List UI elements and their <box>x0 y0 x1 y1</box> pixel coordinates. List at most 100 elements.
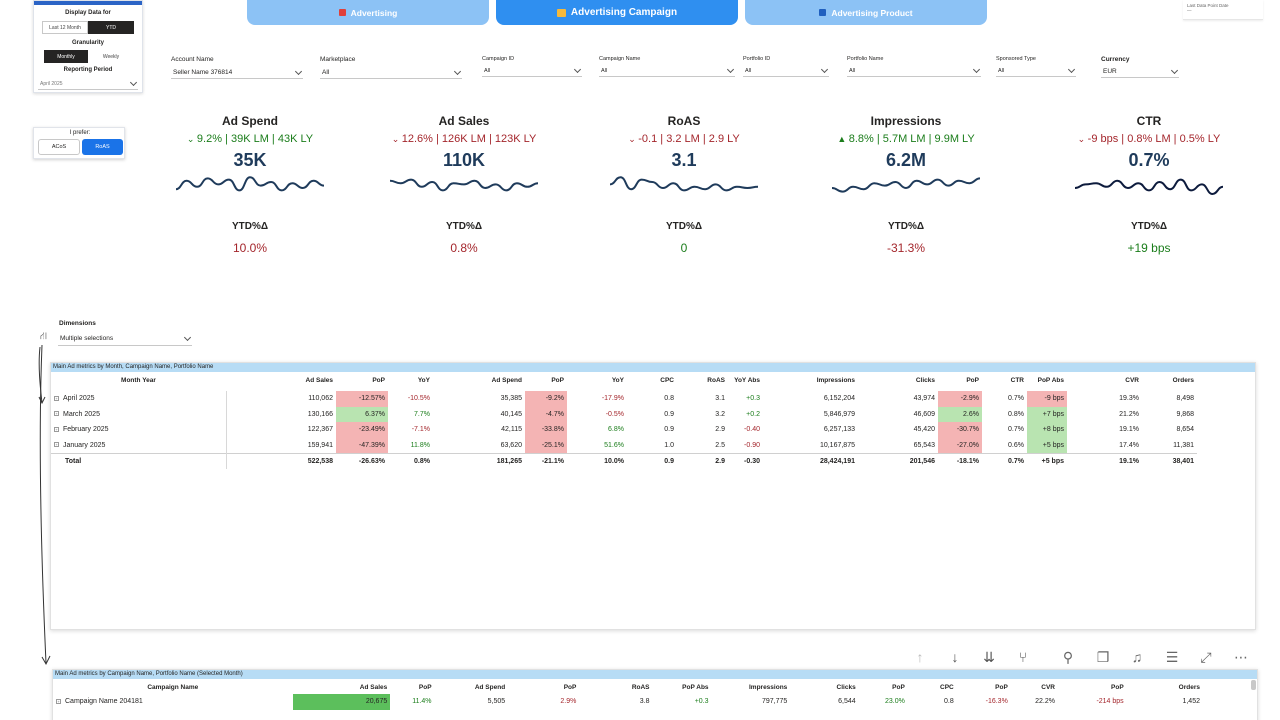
table-cell: 43,974 <box>913 395 935 403</box>
last-data-point-label: Last Data Point Date <box>1187 3 1229 8</box>
table-row[interactable]: + February 2025 122,367 -23.49% -7.1% 42,115-… <box>51 422 1197 438</box>
column-header[interactable]: Ad Sales <box>359 683 388 691</box>
reporting-period-dropdown[interactable]: April 2025 <box>38 78 138 90</box>
prefer-option-roas[interactable]: RoAS <box>82 139 123 155</box>
kpi-value: 110K <box>442 150 486 170</box>
table-cell: 6,544 <box>838 698 856 706</box>
table-cell: 23.0% <box>884 698 905 706</box>
focus-mode-icon[interactable]: ⤢ <box>1200 649 1212 665</box>
more-options-icon[interactable]: ⋯ <box>1234 649 1248 665</box>
column-header[interactable]: Ad Sales <box>305 376 333 384</box>
kpi-ytd-label: YTD%Δ <box>1130 221 1168 232</box>
nav-tab-advertising-campaign[interactable]: Advertising Campaign <box>496 0 738 25</box>
period-option-last12[interactable]: Last 12 Month <box>42 21 88 34</box>
prefer-option-acos[interactable]: ACoS <box>38 139 80 155</box>
period-option-ytd[interactable]: YTD <box>88 21 134 34</box>
kpi-sparkline <box>389 178 539 192</box>
expand-row-icon[interactable]: + <box>54 395 59 401</box>
slicer-dropdown[interactable]: All <box>599 65 735 77</box>
reporting-period-value: April 2025 <box>40 80 63 87</box>
row-label: March 2025 <box>63 410 100 418</box>
column-header[interactable]: Impressions <box>816 376 855 384</box>
arrow-down-icon[interactable]: ↓ <box>951 649 959 665</box>
column-header[interactable]: PoP Abs <box>682 683 709 691</box>
column-header[interactable]: Ad Spend <box>491 376 522 384</box>
table-cell: 2.9 <box>715 426 725 434</box>
column-header[interactable]: Ad Spend <box>474 683 506 691</box>
column-header[interactable]: Campaign Name <box>147 683 199 691</box>
slicer-dropdown[interactable]: All <box>996 65 1076 77</box>
column-header[interactable]: Clicks <box>836 683 856 691</box>
double-arrow-down-icon[interactable]: ⇊ <box>983 649 995 665</box>
slicer-dropdown[interactable]: EUR <box>1101 66 1179 78</box>
table-row[interactable]: + January 2025 159,941 -47.39% 11.8% 63,620 -2… <box>51 437 1197 453</box>
column-header[interactable]: CPC <box>660 376 674 384</box>
row-label: Campaign Name 204181 <box>65 698 143 706</box>
table-cell: 46,609 <box>913 410 935 418</box>
column-header[interactable]: PoP <box>551 376 564 384</box>
bell-icon[interactable]: ♫ <box>1131 649 1143 665</box>
filter-icon[interactable]: ☰ <box>1165 649 1179 665</box>
nav-tab-label: Advertising Campaign <box>570 7 678 18</box>
slicer-dropdown[interactable]: Seller Name 376814 <box>171 67 303 79</box>
column-header[interactable]: RoAS <box>631 683 650 691</box>
column-header[interactable]: YoY Abs <box>734 376 760 384</box>
expand-row-icon[interactable]: + <box>54 426 59 432</box>
pin-icon[interactable]: ⚲ <box>1062 649 1074 665</box>
arrow-up-icon[interactable]: ↑ <box>916 649 924 665</box>
total-cell: -0.30 <box>728 452 763 469</box>
column-header[interactable]: PoP <box>1111 683 1124 691</box>
column-header[interactable]: CVR <box>1041 683 1055 691</box>
table-row[interactable]: + March 2025 130,166 6.37% 7.7% 40,145 -4.7% -0… <box>51 406 1197 422</box>
slicer-dropdown[interactable]: All <box>320 67 462 79</box>
table-cell: 130,166 <box>225 406 336 422</box>
column-header[interactable]: PoP <box>892 683 905 691</box>
table-cell: 6.37% <box>336 406 388 422</box>
chevron-down-icon <box>453 67 462 75</box>
row-label: February 2025 <box>63 426 109 434</box>
column-header[interactable]: PoP <box>372 376 385 384</box>
slicer-dropdown[interactable]: All <box>847 65 981 77</box>
slicer-dropdown[interactable]: All <box>482 65 582 77</box>
table-row[interactable]: + April 2025 110,062 -12.57% -10.5% 35,385 -9.… <box>51 391 1197 407</box>
table-row[interactable]: + Campaign Name 204181 20,675 11.4% 5,505 2.9… <box>53 694 1203 710</box>
column-header[interactable]: CVR <box>1125 376 1139 384</box>
column-header[interactable]: Clicks <box>915 376 935 384</box>
column-header[interactable]: Month Year <box>121 376 156 384</box>
table-cell: 9,868 <box>1176 410 1194 418</box>
column-header[interactable]: PoP <box>563 683 577 691</box>
column-header[interactable]: Impressions <box>748 683 788 691</box>
column-header[interactable]: YoY <box>417 376 430 384</box>
nav-tab-advertising[interactable]: Advertising <box>247 0 489 25</box>
expand-row-icon[interactable]: + <box>54 442 59 448</box>
table-cell: -10.5% <box>407 395 430 403</box>
chevron-down-icon <box>129 78 138 86</box>
kpi-ytd-value: +19 bps <box>1127 241 1171 255</box>
expand-row-icon[interactable]: + <box>54 411 59 417</box>
kpi-delta: ⌄ -0.1 | 3.2 LM | 2.9 LY <box>589 133 779 145</box>
table-cell: 5,846,979 <box>823 410 855 418</box>
nav-tab-advertising-product[interactable]: Advertising Product <box>745 0 987 25</box>
column-header[interactable]: Orders <box>1172 376 1194 384</box>
expand-row-icon[interactable]: + <box>56 698 61 704</box>
column-header[interactable]: PoP Abs <box>1037 376 1064 384</box>
table-cell: 65,543 <box>913 441 935 449</box>
expand-hierarchy-icon[interactable]: ⑂ <box>1018 649 1028 665</box>
dimensions-dropdown[interactable]: Multiple selections <box>58 332 192 346</box>
slicer-value: All <box>745 67 752 74</box>
granularity-option-weekly[interactable]: Weekly <box>88 50 134 63</box>
column-header[interactable]: CPC <box>940 683 954 691</box>
slicer-dropdown[interactable]: All <box>743 65 829 77</box>
column-header[interactable]: RoAS <box>707 376 725 384</box>
column-header[interactable]: PoP <box>966 376 979 384</box>
column-header[interactable]: PoP <box>418 683 432 691</box>
granularity-option-monthly[interactable]: Monthly <box>44 50 88 63</box>
column-header[interactable]: Orders <box>1178 683 1200 691</box>
kpi-ytd-label: YTD%Δ <box>231 221 269 232</box>
column-header[interactable]: CTR <box>1010 376 1024 384</box>
table-cell: 6,257,133 <box>823 426 855 434</box>
copy-icon[interactable]: ❐ <box>1096 649 1110 665</box>
column-header[interactable]: YoY <box>611 376 624 384</box>
table-scrollbar[interactable] <box>1251 680 1256 690</box>
column-header[interactable]: PoP <box>995 683 1008 691</box>
